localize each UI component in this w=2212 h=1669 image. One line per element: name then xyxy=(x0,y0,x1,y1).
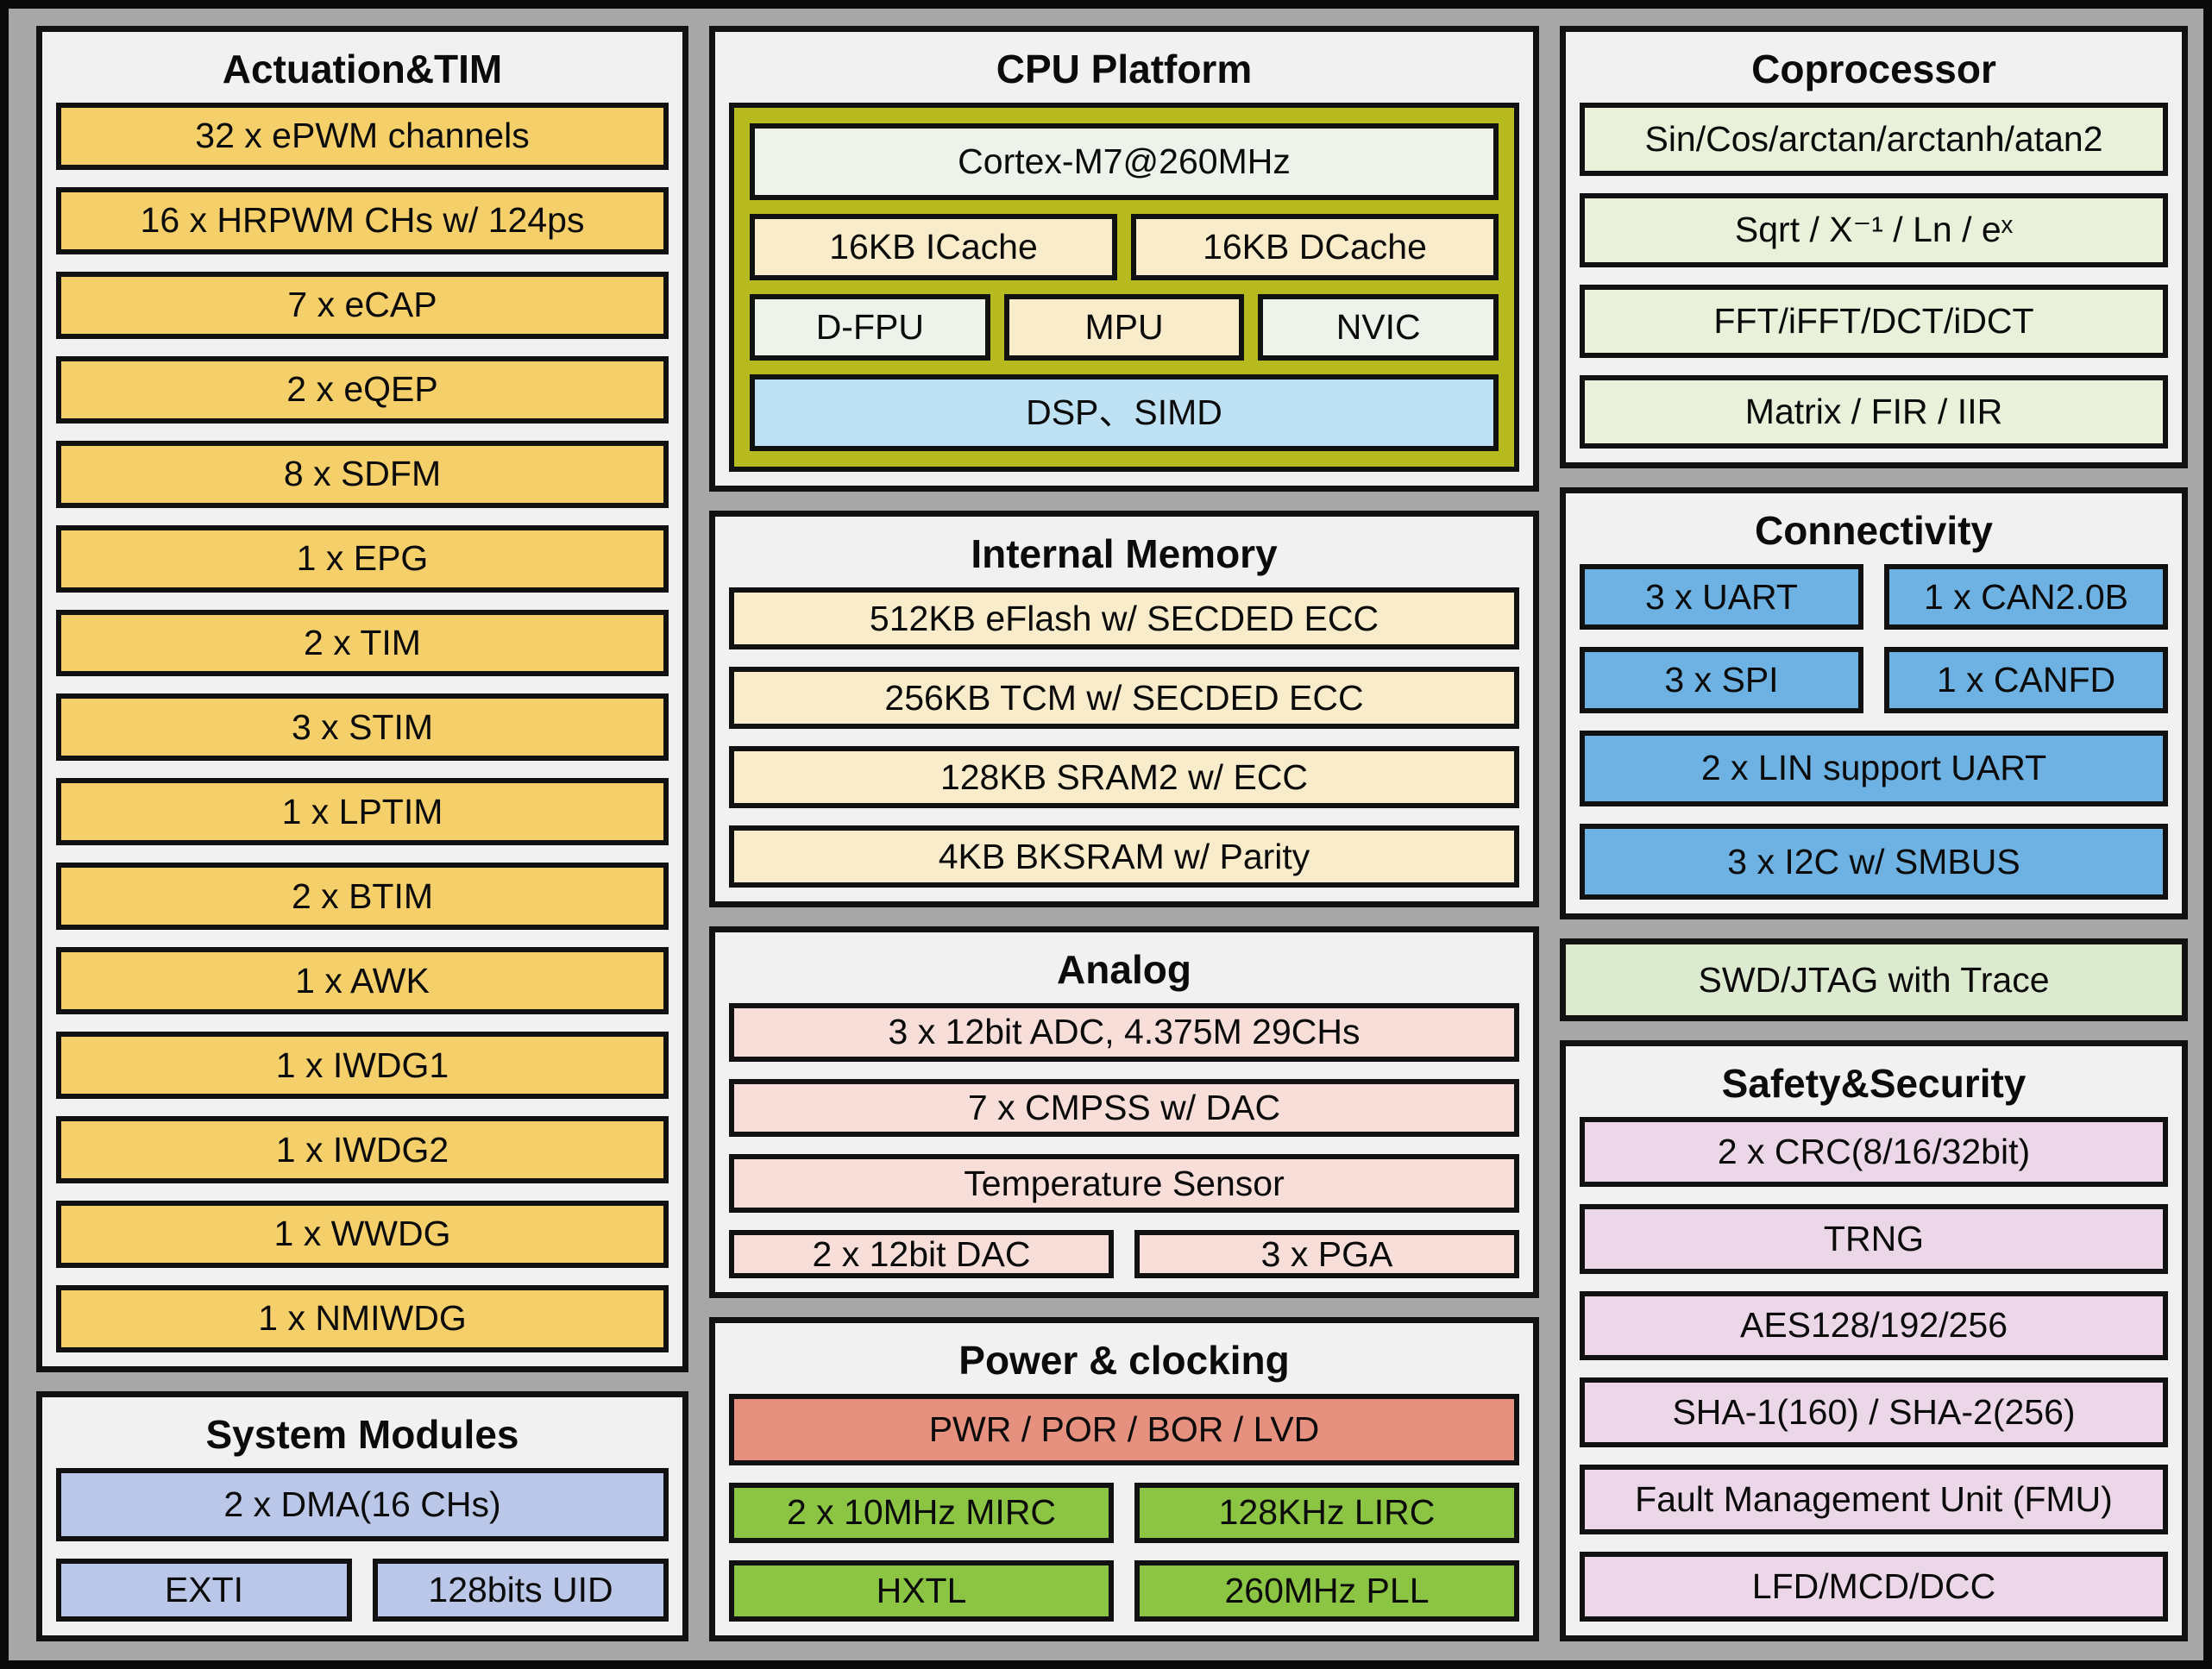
trig-functions-block: Sin/Cos/arctan/arctanh/atan2 xyxy=(1580,103,2168,177)
system-modules-split-row: EXTI 128bits UID xyxy=(56,1558,669,1622)
btim-block: 2 x BTIM xyxy=(56,863,669,931)
uart-block: 3 x UART xyxy=(1580,564,1863,631)
dma-block: 2 x DMA(16 CHs) xyxy=(56,1467,669,1541)
aes-block: AES128/192/256 xyxy=(1580,1290,2168,1361)
lfd-mcd-dcc-block: LFD/MCD/DCC xyxy=(1580,1552,2168,1622)
system-modules-title: System Modules xyxy=(205,1411,519,1457)
coprocessor-rows: Sin/Cos/arctan/arctanh/atan2 Sqrt / X⁻¹ … xyxy=(1566,101,2182,462)
connectivity-section: Connectivity 3 x UART 1 x CAN2.0B 3 x SP… xyxy=(1560,487,2188,920)
system-modules-rows: 2 x DMA(16 CHs) EXTI 128bits UID xyxy=(42,1466,682,1635)
sqrt-ln-exp-block: Sqrt / X⁻¹ / Ln / eˣ xyxy=(1580,193,2168,267)
middle-column: CPU Platform Cortex-M7@260MHz 16KB ICach… xyxy=(709,26,1539,1641)
analog-split-row: 2 x 12bit DAC 3 x PGA xyxy=(729,1230,1519,1278)
cortex-core-block: Cortex-M7@260MHz xyxy=(750,123,1499,201)
eflash-block: 512KB eFlash w/ SECDED ECC xyxy=(729,587,1519,650)
dsp-simd-block: DSP、SIMD xyxy=(750,374,1499,452)
internal-memory-rows: 512KB eFlash w/ SECDED ECC 256KB TCM w/ … xyxy=(715,586,1533,901)
analog-rows: 3 x 12bit ADC, 4.375M 29CHs 7 x CMPSS w/… xyxy=(715,1001,1533,1292)
nmiwdg-block: 1 x NMIWDG xyxy=(56,1284,669,1352)
hxtl-block: HXTL xyxy=(729,1560,1114,1622)
swd-jtag-block: SWD/JTAG with Trace xyxy=(1560,938,2188,1021)
right-column: Coprocessor Sin/Cos/arctan/arctanh/atan2… xyxy=(1560,26,2188,1641)
cache-row: 16KB ICache 16KB DCache xyxy=(750,214,1499,281)
actuation-tim-section: Actuation&TIM 32 x ePWM channels 16 x HR… xyxy=(36,26,688,1372)
sha-block: SHA-1(160) / SHA-2(256) xyxy=(1580,1377,2168,1448)
can20b-block: 1 x CAN2.0B xyxy=(1884,564,2168,631)
uid-block: 128bits UID xyxy=(373,1558,669,1622)
cpu-core-cluster: Cortex-M7@260MHz 16KB ICache 16KB DCache… xyxy=(729,103,1519,473)
spi-block: 3 x SPI xyxy=(1580,647,1863,713)
tim-block: 2 x TIM xyxy=(56,609,669,677)
i2c-smbus-block: 3 x I2C w/ SMBUS xyxy=(1580,824,2168,900)
coprocessor-section: Coprocessor Sin/Cos/arctan/arctanh/atan2… xyxy=(1560,26,2188,469)
actuation-tim-title: Actuation&TIM xyxy=(222,47,503,91)
core-peripherals-row: D-FPU MPU NVIC xyxy=(750,294,1499,361)
wwdg-block: 1 x WWDG xyxy=(56,1200,669,1268)
sram2-block: 128KB SRAM2 w/ ECC xyxy=(729,746,1519,809)
safety-security-rows: 2 x CRC(8/16/32bit) TRNG AES128/192/256 … xyxy=(1566,1115,2182,1635)
left-column: Actuation&TIM 32 x ePWM channels 16 x HR… xyxy=(36,26,688,1641)
internal-memory-title: Internal Memory xyxy=(971,531,1278,577)
trng-block: TRNG xyxy=(1580,1203,2168,1274)
sdfm-block: 8 x SDFM xyxy=(56,440,669,508)
epwm-block: 32 x ePWM channels xyxy=(56,103,669,170)
iwdg1-block: 1 x IWDG1 xyxy=(56,1032,669,1100)
stim-block: 3 x STIM xyxy=(56,693,669,762)
dfpu-block: D-FPU xyxy=(750,294,990,361)
pll-block: 260MHz PLL xyxy=(1134,1560,1519,1622)
lptim-block: 1 x LPTIM xyxy=(56,778,669,846)
icache-block: 16KB ICache xyxy=(750,214,1117,281)
ecap-block: 7 x eCAP xyxy=(56,271,669,339)
tcm-block: 256KB TCM w/ SECDED ECC xyxy=(729,667,1519,730)
diagram-canvas: Actuation&TIM 32 x ePWM channels 16 x HR… xyxy=(9,9,2203,1660)
power-clocking-section: Power & clocking PWR / POR / BOR / LVD 2… xyxy=(709,1316,1539,1641)
power-clocking-title: Power & clocking xyxy=(958,1337,1290,1383)
iwdg2-block: 1 x IWDG2 xyxy=(56,1116,669,1183)
crc-block: 2 x CRC(8/16/32bit) xyxy=(1580,1116,2168,1187)
fft-dct-block: FFT/iFFT/DCT/iDCT xyxy=(1580,284,2168,358)
system-modules-section: System Modules 2 x DMA(16 CHs) EXTI 128b… xyxy=(36,1390,688,1641)
analog-title: Analog xyxy=(1057,947,1191,993)
safety-security-title: Safety&Security xyxy=(1721,1060,2027,1106)
temp-sensor-block: Temperature Sensor xyxy=(729,1154,1519,1214)
pwr-block: PWR / POR / BOR / LVD xyxy=(729,1393,1519,1465)
cmpss-block: 7 x CMPSS w/ DAC xyxy=(729,1078,1519,1138)
safety-security-section: Safety&Security 2 x CRC(8/16/32bit) TRNG… xyxy=(1560,1039,2188,1641)
adc-block: 3 x 12bit ADC, 4.375M 29CHs xyxy=(729,1003,1519,1062)
mpu-block: MPU xyxy=(1003,294,1245,361)
actuation-tim-rows: 32 x ePWM channels 16 x HRPWM CHs w/ 124… xyxy=(42,101,682,1366)
awk-block: 1 x AWK xyxy=(56,947,669,1015)
fmu-block: Fault Management Unit (FMU) xyxy=(1580,1465,2168,1535)
coprocessor-title: Coprocessor xyxy=(1751,47,1996,91)
exti-block: EXTI xyxy=(56,1558,352,1622)
pga-block: 3 x PGA xyxy=(1134,1230,1519,1278)
clock-row-2: HXTL 260MHz PLL xyxy=(729,1560,1519,1622)
connectivity-row-2: 3 x SPI 1 x CANFD xyxy=(1580,647,2168,713)
connectivity-title: Connectivity xyxy=(1754,508,1994,554)
bksram-block: 4KB BKSRAM w/ Parity xyxy=(729,825,1519,888)
dcache-block: 16KB DCache xyxy=(1131,214,1499,281)
lirc-block: 128KHz LIRC xyxy=(1134,1482,1519,1544)
mirc-block: 2 x 10MHz MIRC xyxy=(729,1482,1114,1544)
epg-block: 1 x EPG xyxy=(56,524,669,593)
canfd-block: 1 x CANFD xyxy=(1884,647,2168,713)
power-clocking-rows: PWR / POR / BOR / LVD 2 x 10MHz MIRC 128… xyxy=(715,1392,1533,1635)
eqep-block: 2 x eQEP xyxy=(56,355,669,424)
hrpwm-block: 16 x HRPWM CHs w/ 124ps xyxy=(56,186,669,254)
matrix-fir-iir-block: Matrix / FIR / IIR xyxy=(1580,374,2168,449)
nvic-block: NVIC xyxy=(1258,294,1499,361)
dac-block: 2 x 12bit DAC xyxy=(729,1230,1114,1278)
clock-row-1: 2 x 10MHz MIRC 128KHz LIRC xyxy=(729,1482,1519,1544)
internal-memory-section: Internal Memory 512KB eFlash w/ SECDED E… xyxy=(709,511,1539,908)
cpu-platform-section: CPU Platform Cortex-M7@260MHz 16KB ICach… xyxy=(709,26,1539,493)
cpu-platform-title: CPU Platform xyxy=(996,47,1253,91)
connectivity-rows: 3 x UART 1 x CAN2.0B 3 x SPI 1 x CANFD 2… xyxy=(1566,562,2182,913)
lin-uart-block: 2 x LIN support UART xyxy=(1580,730,2168,807)
analog-section: Analog 3 x 12bit ADC, 4.375M 29CHs 7 x C… xyxy=(709,926,1539,1298)
connectivity-row-1: 3 x UART 1 x CAN2.0B xyxy=(1580,564,2168,631)
